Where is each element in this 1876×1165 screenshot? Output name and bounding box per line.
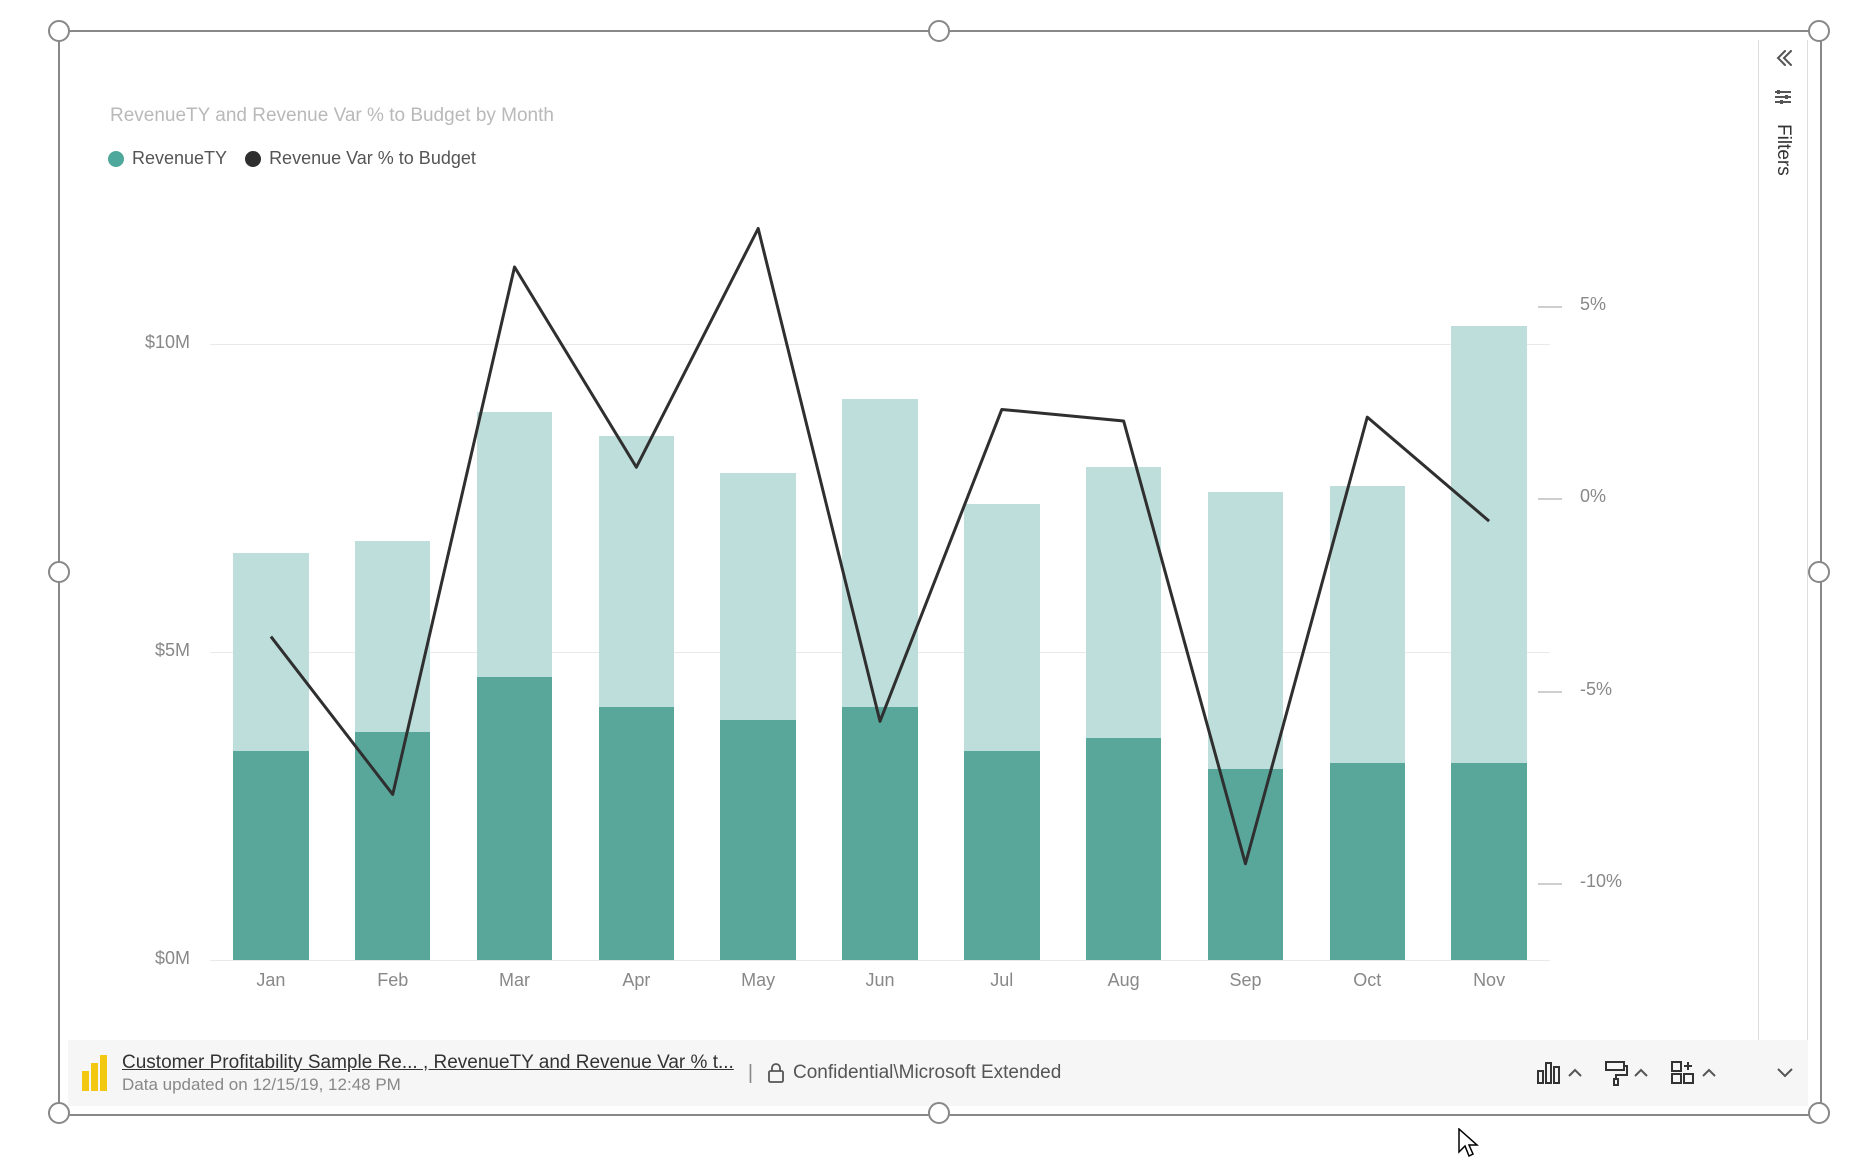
line-series[interactable] xyxy=(0,0,1876,1160)
canvas: RevenueTY and Revenue Var % to Budget by… xyxy=(0,0,1876,1160)
